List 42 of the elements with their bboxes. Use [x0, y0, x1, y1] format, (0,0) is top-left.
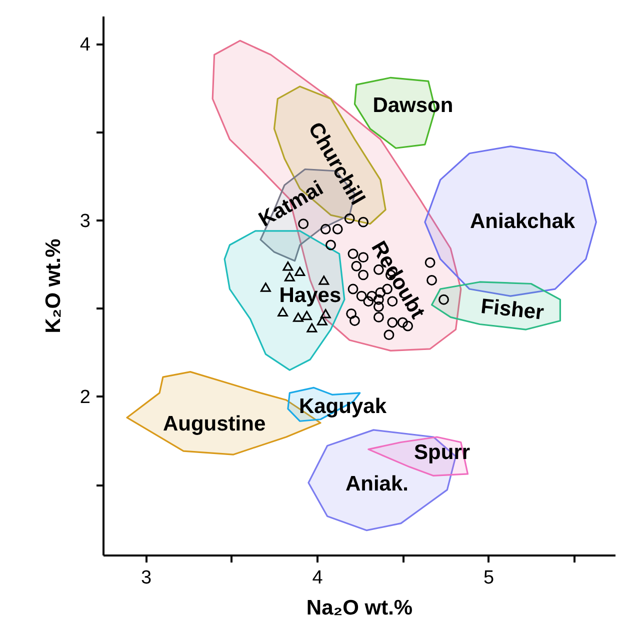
point — [348, 248, 358, 260]
point — [426, 275, 437, 286]
point — [326, 240, 336, 250]
point — [358, 252, 369, 263]
x-tick-label: 3 — [141, 568, 152, 588]
point — [358, 270, 369, 280]
point — [358, 216, 369, 228]
annotation: Spurr — [414, 440, 470, 464]
point — [351, 260, 362, 272]
point — [294, 266, 306, 276]
y-tick-label: 3 — [80, 210, 90, 232]
y-tick-label: 2 — [80, 386, 90, 408]
point — [348, 284, 358, 294]
point — [306, 323, 318, 332]
annotation: Hayes — [279, 284, 342, 308]
x-axis-title: Na₂O wt.% — [306, 596, 413, 620]
annotation: Augustine — [162, 412, 266, 436]
point — [260, 282, 271, 292]
point — [424, 257, 436, 268]
annotation: Aniakchak — [470, 210, 576, 234]
point — [284, 272, 295, 282]
point — [349, 316, 360, 326]
point — [356, 290, 367, 302]
point — [302, 310, 312, 320]
point — [292, 312, 304, 322]
y-tick-label: 4 — [80, 34, 91, 56]
x-tick-label: 5 — [483, 568, 494, 588]
y-axis-title: K₂O wt.% — [42, 238, 65, 334]
point — [278, 307, 288, 317]
point — [332, 224, 343, 234]
point — [402, 320, 414, 332]
point — [282, 262, 294, 271]
annotation: Fisher — [480, 294, 545, 324]
point — [318, 276, 330, 285]
x-tick-label: 4 — [312, 568, 324, 588]
point — [344, 213, 355, 224]
point — [316, 316, 328, 326]
annotation: Aniak. — [345, 472, 408, 496]
point — [320, 309, 331, 318]
point — [384, 330, 394, 340]
point — [346, 308, 357, 319]
point — [438, 294, 449, 305]
